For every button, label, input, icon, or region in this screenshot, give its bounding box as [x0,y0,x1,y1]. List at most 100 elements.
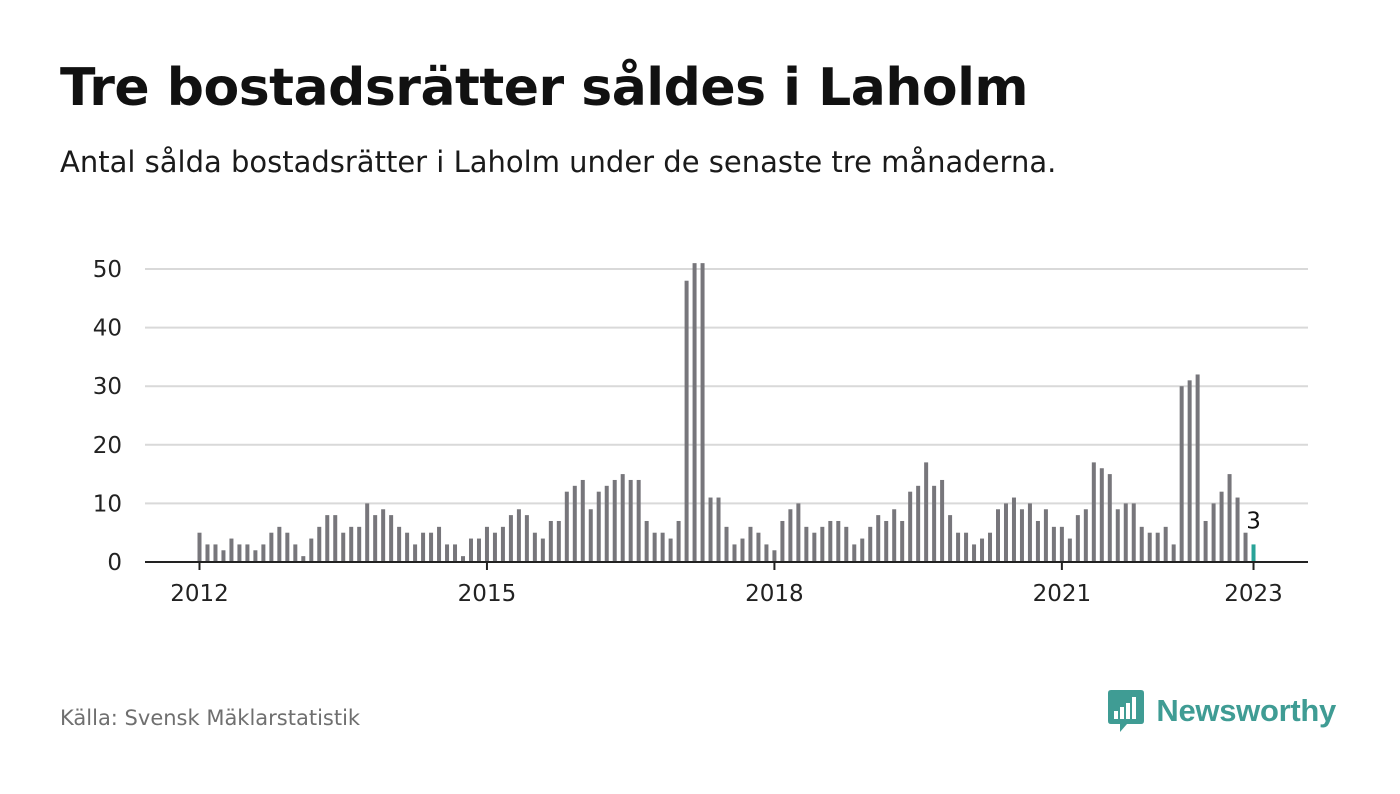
bar [796,503,801,562]
bar [604,485,609,562]
bar [1235,497,1240,562]
chart-title: Tre bostadsrätter såldes i Laholm [60,58,1029,118]
bar [892,509,897,562]
bar [437,526,442,562]
bar [932,485,937,562]
bar-chart: 0 10 20 30 40 50 2012 2015 2018 2021 2023 3 [93,257,1308,607]
bar [724,526,729,562]
bar [205,544,210,562]
bar [365,503,370,562]
bar [1059,526,1064,562]
bar [884,520,889,562]
bar [708,497,713,562]
bar [1131,503,1136,562]
bar [453,544,458,562]
bar-series [197,263,1256,562]
bar [980,538,985,562]
bar [357,526,362,562]
bar [788,509,793,562]
bar [197,532,202,562]
bar [1115,509,1120,562]
bar [1067,538,1072,562]
bar [940,479,945,562]
bar [221,550,226,562]
bar [780,520,785,562]
bar [540,538,545,562]
bar [1219,491,1224,562]
bar [285,532,290,562]
bar [692,263,697,562]
bar [564,491,569,562]
bar [1107,474,1112,562]
bar [1203,520,1208,562]
bar [253,550,258,562]
bar [556,520,561,562]
bar-chart-speech-bubble-icon [1108,690,1145,732]
y-tick-label: 50 [93,257,122,283]
bar [524,515,529,562]
bar [644,520,649,562]
bar [301,556,306,562]
bar [860,538,865,562]
bar [1027,503,1032,562]
bar [916,485,921,562]
bar [1195,374,1200,562]
bar [908,491,913,562]
bar [1139,526,1144,562]
bar [876,515,881,562]
bar [684,280,689,562]
y-tick-label: 10 [93,491,122,517]
bar [812,532,817,562]
source-note: Källa: Svensk Mäklarstatistik [60,706,361,730]
bar [764,544,769,562]
bar [1211,503,1216,562]
bar [237,544,242,562]
x-axis [145,561,1308,570]
data-labels: 3 [1244,506,1263,536]
bar [317,526,322,562]
bar [1043,509,1048,562]
bar [972,544,977,562]
bar [445,544,450,562]
bar [740,538,745,562]
bar [532,532,537,562]
bar [413,544,418,562]
bar [948,515,953,562]
bar [508,515,513,562]
bar [836,520,841,562]
y-axis-labels: 0 10 20 30 40 50 [93,257,122,576]
bar [1155,532,1160,562]
bar [660,532,665,562]
bar [349,526,354,562]
bar [1147,532,1152,562]
y-tick-label: 20 [93,433,122,459]
bar [700,263,705,562]
bar [668,538,673,562]
bar [429,532,434,562]
bar [1003,503,1008,562]
bar [261,544,266,562]
bar [1019,509,1024,562]
bar [1083,509,1088,562]
bar [229,538,234,562]
bar [461,556,466,562]
bar [1179,386,1184,562]
brand-logo[interactable]: Newsworthy [1108,690,1336,732]
bar [1035,520,1040,562]
bar [325,515,330,562]
bar [1187,380,1192,562]
bar [964,532,969,562]
x-tick-label: 2023 [1224,581,1283,607]
bar [269,532,274,562]
bar [588,509,593,562]
bar [468,538,473,562]
bar [900,520,905,562]
bar [476,538,481,562]
bar [1091,462,1096,562]
bar [756,532,761,562]
bar [492,532,497,562]
bar [309,538,314,562]
bar [716,497,721,562]
bar [245,544,250,562]
chart-subtitle: Antal sålda bostadsrätter i Laholm under… [60,145,1057,179]
